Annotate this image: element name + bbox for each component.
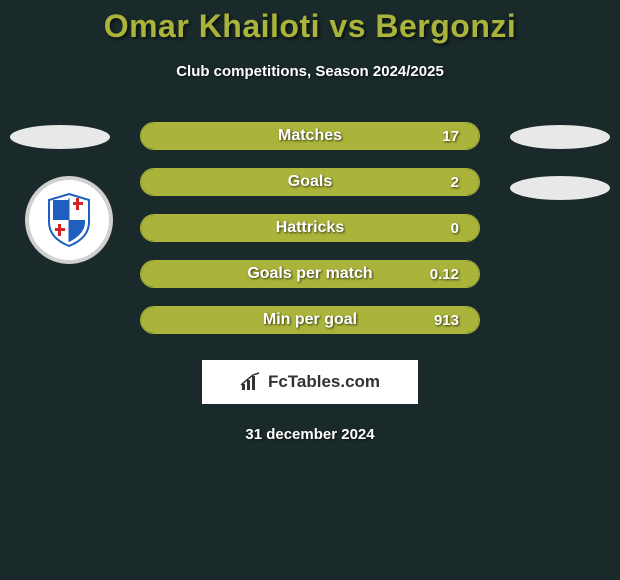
branding-text: FcTables.com [268, 372, 380, 392]
stat-bar: Goals 2 [140, 168, 480, 196]
page-title: Omar Khailoti vs Bergonzi [0, 0, 620, 45]
bar-chart-icon [240, 372, 262, 392]
branding-box: FcTables.com [202, 360, 418, 404]
stat-row: Goals 2 [0, 168, 620, 196]
stats-block: Matches 17 Goals 2 Hattricks 0 Goals per… [0, 122, 620, 334]
stat-value: 17 [442, 123, 459, 149]
subtitle: Club competitions, Season 2024/2025 [0, 63, 620, 80]
stat-label: Goals per match [141, 261, 479, 287]
stat-bar: Goals per match 0.12 [140, 260, 480, 288]
stat-label: Hattricks [141, 215, 479, 241]
stat-row: Min per goal 913 [0, 306, 620, 334]
stat-label: Goals [141, 169, 479, 195]
stat-label: Min per goal [141, 307, 479, 333]
stat-value: 0.12 [430, 261, 459, 287]
stat-row: Hattricks 0 [0, 214, 620, 242]
stat-value: 0 [451, 215, 459, 241]
stat-value: 913 [434, 307, 459, 333]
stat-bar: Matches 17 [140, 122, 480, 150]
stat-value: 2 [451, 169, 459, 195]
stat-row: Goals per match 0.12 [0, 260, 620, 288]
date-text: 31 december 2024 [0, 426, 620, 443]
stat-bar: Min per goal 913 [140, 306, 480, 334]
stat-label: Matches [141, 123, 479, 149]
stat-bar: Hattricks 0 [140, 214, 480, 242]
stat-row: Matches 17 [0, 122, 620, 150]
